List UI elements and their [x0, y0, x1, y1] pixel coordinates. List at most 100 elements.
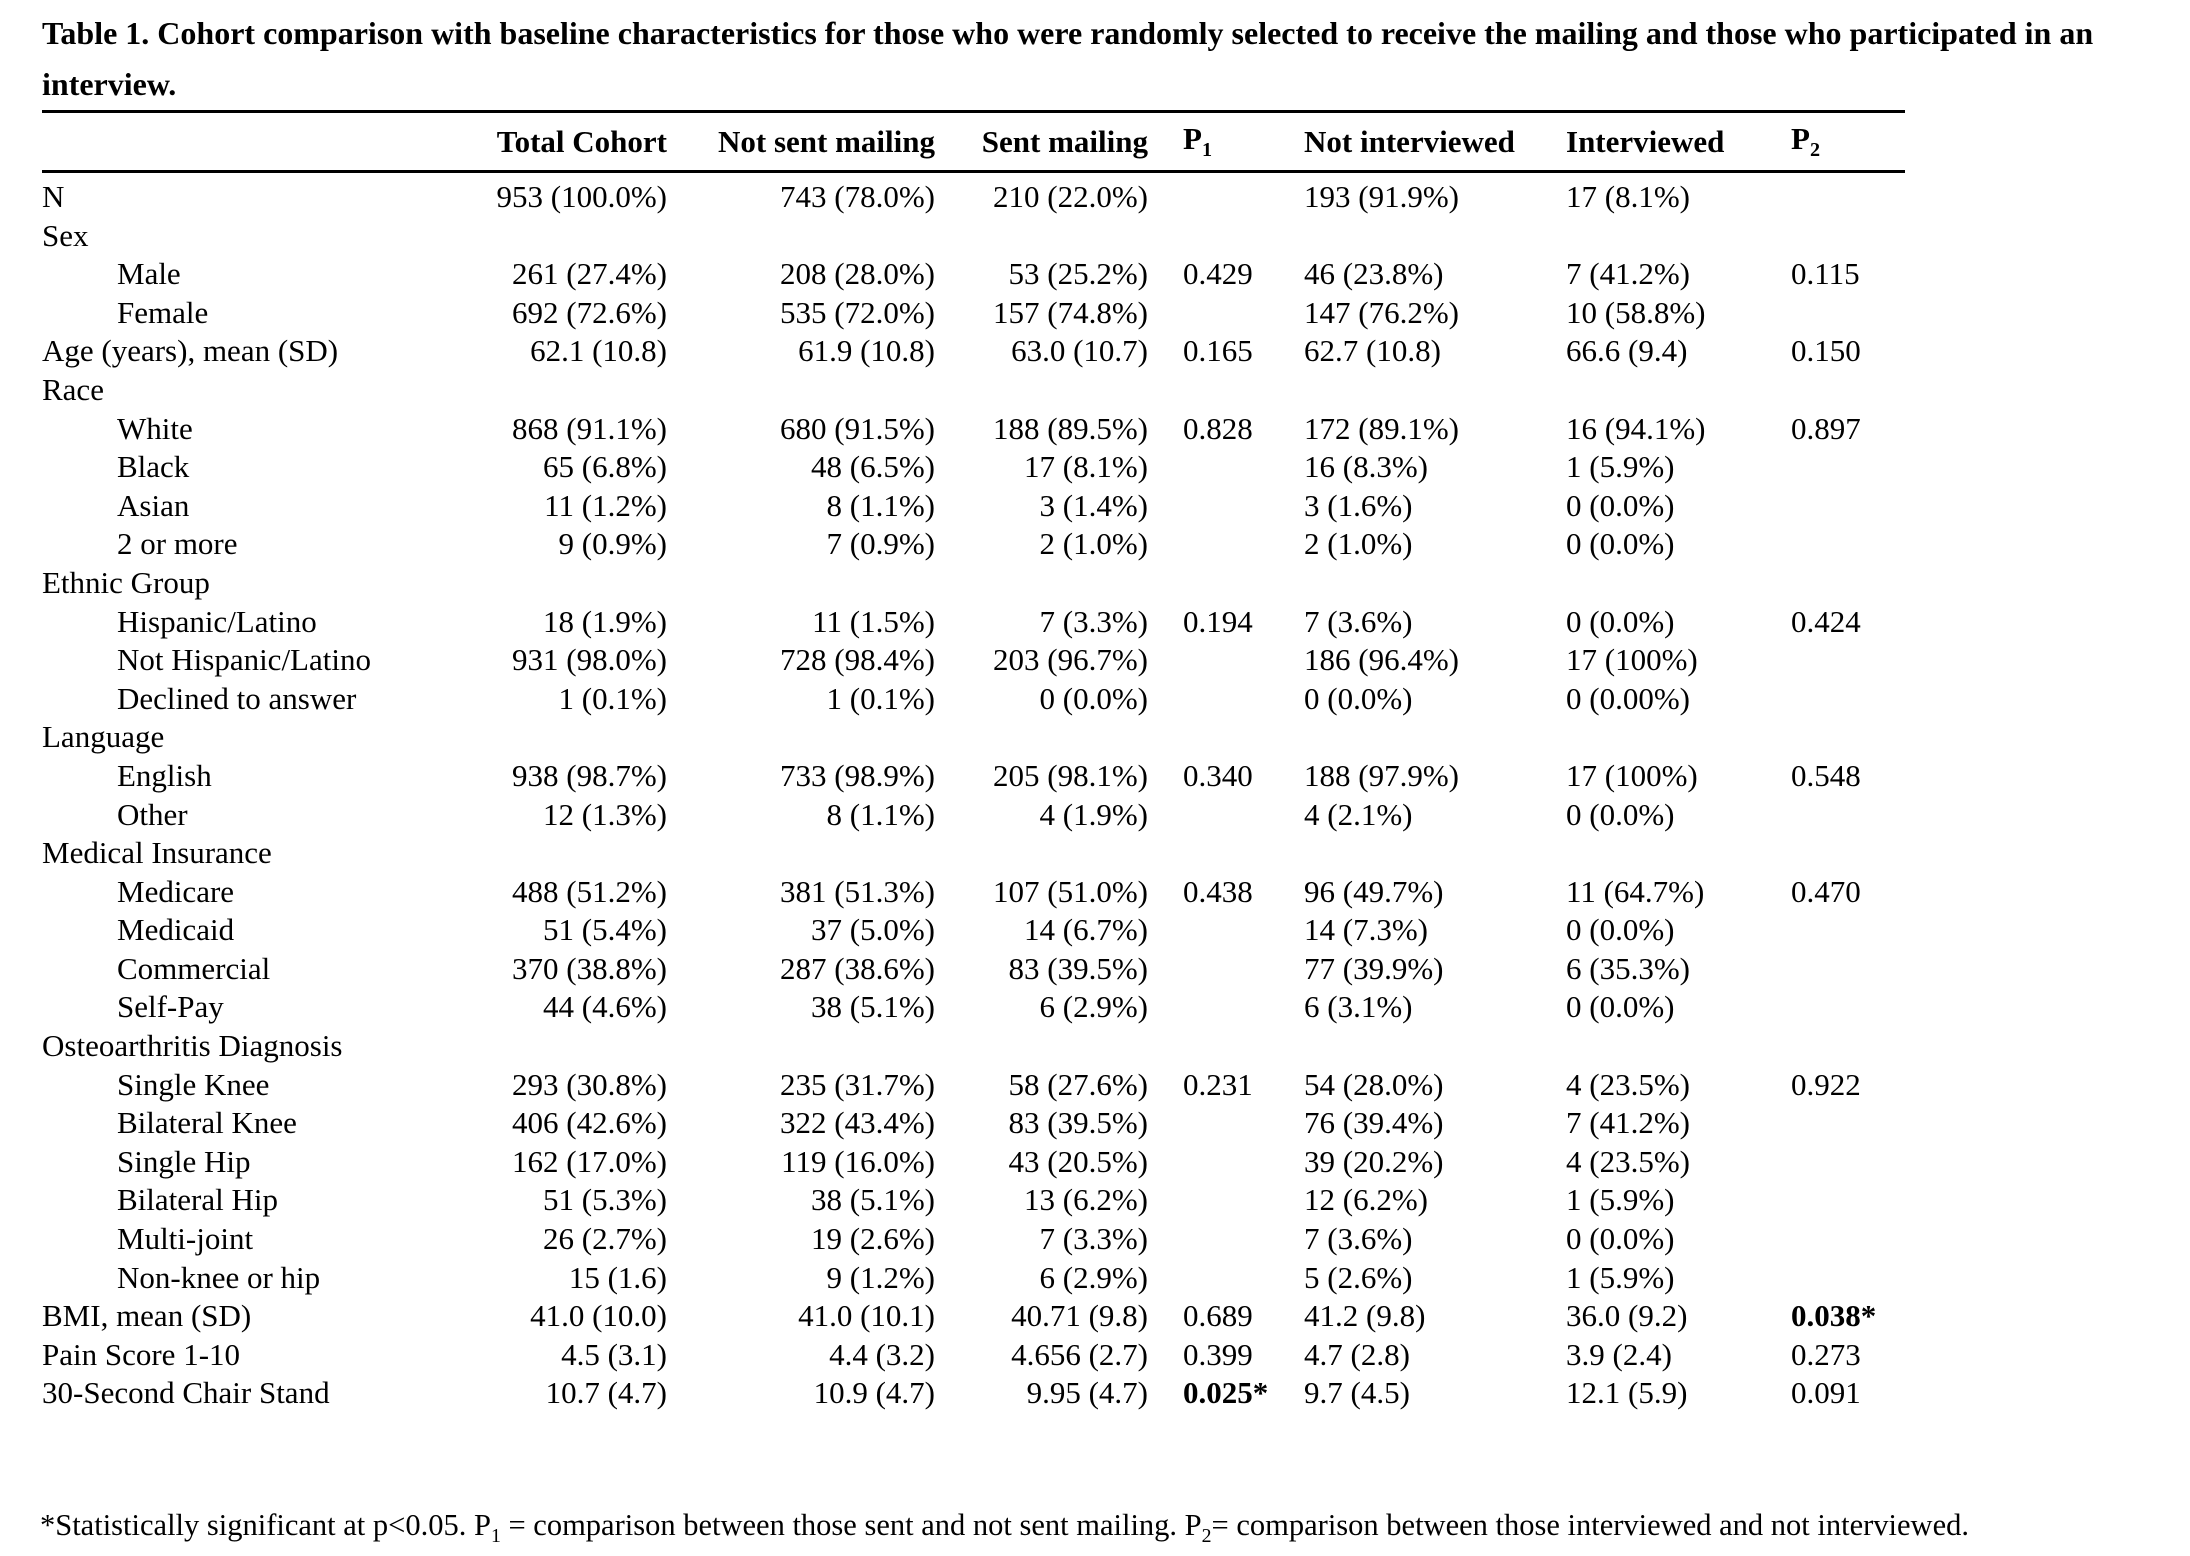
- table-row: Single Knee 293 (30.8%) 235 (31.7%) 58 (27.…: [42, 1066, 1905, 1105]
- cell: 4.5 (3.1): [561, 1336, 667, 1372]
- cell: 0 (0.0%): [1566, 912, 1675, 948]
- cell: 7 (3.6%): [1304, 603, 1413, 639]
- cell: 7 (0.9%): [826, 526, 935, 562]
- cell: 10.7 (4.7): [545, 1375, 667, 1411]
- cell: 0.273: [1791, 1336, 1861, 1372]
- cell: [667, 217, 935, 256]
- table-row: 2 or more 9 (0.9%) 7 (0.9%) 2 (1.0%) 2 (1.0%…: [42, 525, 1905, 564]
- cell: 16 (8.3%): [1304, 449, 1428, 485]
- cell: 0 (0.0%): [1304, 680, 1413, 716]
- cell: 12 (1.3%): [543, 796, 667, 832]
- cell: [1783, 911, 1905, 950]
- column-header: P1: [1148, 111, 1304, 173]
- cell: [1566, 718, 1783, 757]
- cell: 18 (1.9%): [543, 603, 667, 639]
- cell: 733 (98.9%): [780, 757, 935, 793]
- cell: [1148, 1181, 1304, 1220]
- cell: 0.470: [1791, 873, 1861, 909]
- cell: 743 (78.0%): [780, 179, 935, 214]
- cell: [467, 718, 667, 757]
- row-label: Medicaid: [117, 912, 235, 948]
- cell: 12.1 (5.9): [1566, 1375, 1688, 1411]
- cell: 11 (1.5%): [812, 603, 935, 639]
- cell: 0.438: [1183, 873, 1253, 909]
- cell: [467, 217, 667, 256]
- cell: 3 (1.6%): [1304, 487, 1413, 523]
- table-row: Male 261 (27.4%) 208 (28.0%) 53 (25.2%) 0.42…: [42, 255, 1905, 294]
- cell: [1304, 834, 1566, 873]
- cell: 77 (39.9%): [1304, 950, 1444, 986]
- cell: [1783, 487, 1905, 526]
- cell: [1148, 641, 1304, 680]
- cell: [1148, 796, 1304, 835]
- cell: 322 (43.4%): [780, 1105, 935, 1141]
- cell: 0 (0.0%): [1566, 1221, 1675, 1257]
- cell: 7 (3.3%): [1039, 603, 1148, 639]
- cell: 0.828: [1183, 410, 1253, 446]
- cell: 0 (0.0%): [1566, 526, 1675, 562]
- row-label: Single Hip: [117, 1143, 251, 1179]
- cell: [1148, 1027, 1304, 1066]
- cell: [1783, 641, 1905, 680]
- cell: [1148, 294, 1304, 333]
- table-row: Self-Pay 44 (4.6%) 38 (5.1%) 6 (2.9%) 6 (3.1…: [42, 988, 1905, 1027]
- cell: [1566, 834, 1783, 873]
- cell: 17 (100%): [1566, 757, 1698, 793]
- row-label: Asian: [117, 487, 190, 523]
- cell: [1783, 1181, 1905, 1220]
- cohort-table: Total Cohort Not sent mailing Sent mailing…: [42, 110, 1905, 1413]
- cell: [467, 371, 667, 410]
- row-label: Male: [117, 256, 181, 292]
- row-label: Self-Pay: [117, 989, 224, 1025]
- cell: [935, 564, 1148, 603]
- cell: 11 (1.2%): [544, 487, 667, 523]
- cell: 14 (7.3%): [1304, 912, 1428, 948]
- cell: [935, 371, 1148, 410]
- cell: 3.9 (2.4): [1566, 1336, 1672, 1372]
- row-label: Female: [117, 294, 209, 330]
- cell: 0.897: [1791, 410, 1861, 446]
- cell: 62.7 (10.8): [1304, 333, 1441, 369]
- cell: [935, 1027, 1148, 1066]
- cell: 38 (5.1%): [811, 1182, 935, 1218]
- row-label: 2 or more: [117, 526, 238, 562]
- cell: 6 (2.9%): [1039, 989, 1148, 1025]
- cell: 0.424: [1791, 603, 1861, 639]
- cell: [1783, 950, 1905, 989]
- cell: [1148, 950, 1304, 989]
- cell: 0 (0.0%): [1039, 680, 1148, 716]
- row-label: Medicare: [117, 873, 235, 909]
- cell: [1148, 564, 1304, 603]
- cell: [1783, 680, 1905, 719]
- cell: 38 (5.1%): [811, 989, 935, 1025]
- cell: 931 (98.0%): [512, 642, 667, 678]
- cell: 83 (39.5%): [1008, 1105, 1148, 1141]
- cell: [1304, 564, 1566, 603]
- cell: 3 (1.4%): [1039, 487, 1148, 523]
- cell: 147 (76.2%): [1304, 294, 1459, 330]
- table-row: English 938 (98.7%) 733 (98.9%) 205 (98.1%)…: [42, 757, 1905, 796]
- cell: 692 (72.6%): [512, 294, 667, 330]
- table-row: Black 65 (6.8%) 48 (6.5%) 17 (8.1%) 16 (8.3%…: [42, 448, 1905, 487]
- cell: 12 (6.2%): [1304, 1182, 1428, 1218]
- cell: [1148, 487, 1304, 526]
- table-body: N 953 (100.0%) 743 (78.0%) 210 (22.0%) 193 (…: [42, 172, 1905, 1414]
- cell: 10.9 (4.7): [813, 1375, 935, 1411]
- cell: 0.548: [1791, 757, 1861, 793]
- cell: 13 (6.2%): [1024, 1182, 1148, 1218]
- row-label: Bilateral Hip: [117, 1182, 278, 1218]
- cell: 188 (97.9%): [1304, 757, 1459, 793]
- cell: 261 (27.4%): [512, 256, 667, 292]
- row-label: Pain Score 1-10: [42, 1336, 241, 1372]
- row-label: Ethnic Group: [42, 564, 210, 600]
- table-row: White 868 (91.1%) 680 (91.5%) 188 (89.5%) 0.…: [42, 410, 1905, 449]
- cell: 868 (91.1%): [512, 410, 667, 446]
- row-label: Non-knee or hip: [117, 1259, 321, 1295]
- table-row: Bilateral Hip 51 (5.3%) 38 (5.1%) 13 (6.2%)…: [42, 1181, 1905, 1220]
- table-row: N 953 (100.0%) 743 (78.0%) 210 (22.0%) 193 (…: [42, 172, 1905, 217]
- table-row: Medicare 488 (51.2%) 381 (51.3%) 107 (51.0%…: [42, 873, 1905, 912]
- cell: 680 (91.5%): [780, 410, 935, 446]
- cell: [1783, 525, 1905, 564]
- cell: [1148, 1259, 1304, 1298]
- cell: [1148, 1220, 1304, 1259]
